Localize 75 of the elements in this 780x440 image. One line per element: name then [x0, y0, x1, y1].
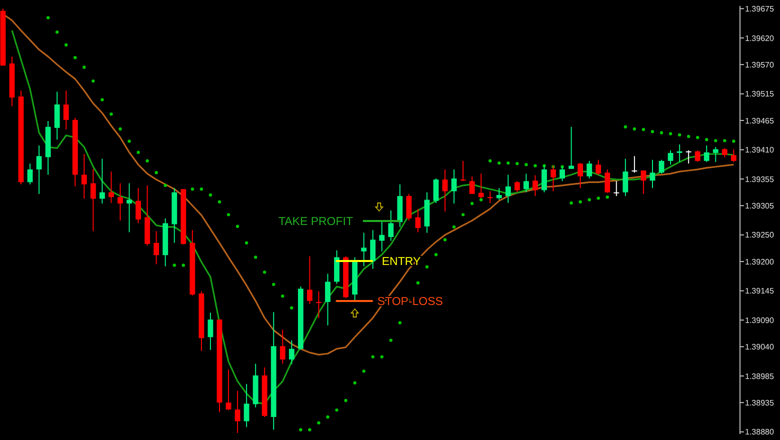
candlestick	[63, 90, 69, 130]
candlestick	[640, 170, 646, 194]
candlestick	[316, 290, 322, 318]
candlestick	[722, 148, 728, 158]
candlestick	[604, 168, 610, 194]
candlestick	[154, 230, 160, 265]
candlestick	[712, 146, 718, 162]
candlestick	[244, 383, 250, 428]
candlestick	[406, 193, 412, 222]
candlestick	[487, 190, 493, 204]
candlestick	[306, 256, 312, 305]
candlestick	[280, 329, 286, 364]
candlestick	[288, 340, 294, 365]
candlestick	[694, 150, 700, 162]
y-tick-label: 1.39305	[745, 201, 774, 210]
candlestick	[27, 163, 33, 185]
candlestick	[388, 210, 394, 242]
candlestick	[469, 176, 475, 194]
y-tick-label: 1.39200	[745, 257, 774, 266]
y-tick-label: 1.38935	[745, 398, 774, 408]
candlestick	[668, 150, 674, 166]
candlestick	[108, 171, 114, 204]
candlestick	[126, 182, 132, 233]
candlestick	[560, 166, 565, 182]
candlestick	[54, 91, 60, 140]
candlestick	[730, 148, 736, 162]
candlestick	[361, 232, 367, 267]
candlestick	[460, 160, 466, 182]
candlestick	[596, 159, 602, 176]
y-tick-label: 1.39620	[745, 34, 774, 43]
candlestick	[415, 208, 421, 233]
candlestick	[325, 273, 330, 326]
candlestick	[208, 312, 214, 350]
y-tick-label: 1.39090	[745, 316, 774, 325]
y-tick-label: 1.39675	[745, 4, 774, 14]
candlestick	[568, 126, 574, 170]
candlestick	[632, 156, 638, 174]
candlestick	[36, 144, 42, 194]
y-tick-label: 1.39570	[745, 60, 774, 70]
candlestick	[676, 144, 682, 162]
candlestick	[523, 173, 529, 193]
candlestick	[136, 188, 141, 224]
candlestick	[433, 178, 439, 204]
candlestick	[226, 369, 232, 411]
y-tick-label: 1.39465	[745, 116, 774, 126]
y-tick-label: 1.39145	[745, 286, 774, 296]
y-tick-label: 1.38985	[745, 372, 774, 381]
candlestick	[586, 160, 592, 179]
candlestick	[614, 180, 620, 197]
y-tick-label: 1.39355	[745, 174, 774, 184]
candlestick	[578, 162, 584, 189]
candlestick	[100, 158, 105, 204]
y-tick-label: 1.39250	[745, 230, 774, 240]
candlestick	[370, 230, 376, 270]
candlestick	[379, 220, 385, 252]
candlestick	[118, 182, 123, 222]
y-tick-label: 1.39515	[745, 90, 774, 99]
y-tick-label: 1.39410	[745, 146, 774, 155]
annotation: TAKE PROFIT	[278, 216, 353, 228]
candlestick	[650, 159, 656, 189]
y-tick-label: 1.39040	[745, 342, 774, 352]
candlestick	[686, 150, 692, 164]
candlestick	[704, 144, 710, 162]
candlestick	[81, 153, 87, 200]
y-tick-label: 1.38880	[745, 428, 774, 437]
candlestick	[90, 168, 96, 232]
candlestick	[532, 174, 538, 197]
candlestick	[514, 180, 520, 193]
candlestick	[234, 390, 240, 434]
candlestick	[505, 174, 511, 204]
candlestick	[496, 188, 502, 200]
candlestick	[442, 168, 448, 212]
candlestick	[622, 158, 628, 197]
candlestick	[658, 159, 664, 174]
candlestick	[451, 168, 457, 204]
